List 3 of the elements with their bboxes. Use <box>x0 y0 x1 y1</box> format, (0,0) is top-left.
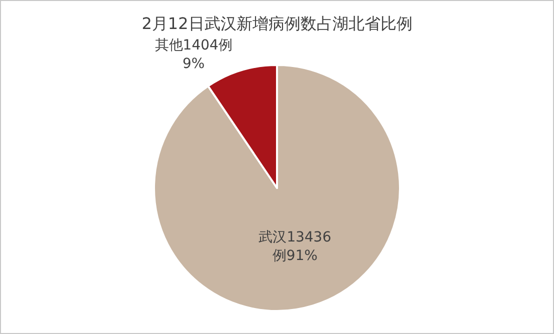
slice-label: 武汉13436 例91% <box>258 230 332 264</box>
slice-label: 其他1404例 9% <box>154 38 232 72</box>
chart-title: 2月12日武汉新增病例数占湖北省比例 <box>142 14 412 33</box>
